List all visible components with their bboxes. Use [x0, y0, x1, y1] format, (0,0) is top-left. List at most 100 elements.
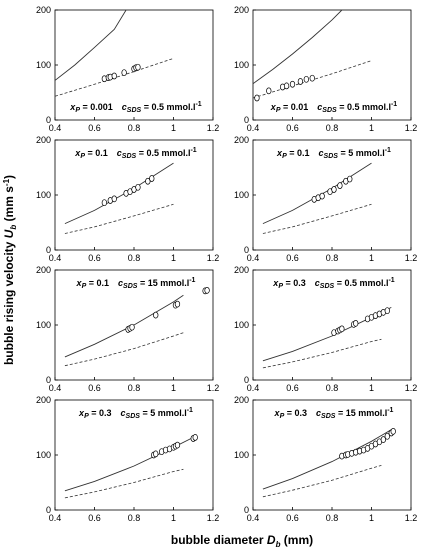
- x-tick-label: 0.4: [49, 253, 62, 263]
- y-tick-label: 200: [36, 265, 51, 275]
- panel-8: 0.4 0.6 0.8 1 1.2 0 100 200 xP = 0.3 cSDS = 15 m…: [234, 395, 417, 523]
- panel-annotation: xP = 0.01 cSDS = 0.5 mmol.l-1: [270, 101, 398, 114]
- panel-3: 0.4 0.6 0.8 1 1.2 0 100 200 xP = 0.1 cSDS = 0.5 …: [36, 135, 219, 263]
- x-tick-label: 1.2: [207, 123, 220, 133]
- y-tick-label: 0: [46, 505, 51, 515]
- annotation-xp-value: = 0.3: [89, 408, 112, 418]
- panel-annotation: xP = 0.1 cSDS = 15 mmol.l-1: [76, 277, 196, 290]
- annotation-csds-value: = 0.5 mmol.l: [141, 102, 195, 112]
- y-axis-label-symbol: U: [2, 229, 16, 238]
- plot-area: [262, 306, 392, 369]
- annotation-csds-symbol: c: [310, 148, 324, 158]
- panel-annotation: xP = 0.1 cSDS = 5 mmol.l-1: [276, 147, 391, 160]
- annotation-xp-symbol: x: [276, 148, 283, 158]
- x-tick-label: 0.4: [49, 123, 62, 133]
- annotation-xp-subscript: P: [278, 283, 283, 290]
- y-axis-label-text: bubble rising velocity: [2, 238, 16, 365]
- y-axis-label-subscript: b: [9, 225, 18, 230]
- data-point: [319, 192, 325, 200]
- data-point: [309, 74, 315, 82]
- data-point: [101, 199, 108, 207]
- y-tick-label: 200: [234, 265, 249, 275]
- data-point: [149, 175, 155, 182]
- plot-area: [64, 162, 174, 234]
- annotation-csds-value: = 15 mmol.l: [137, 278, 189, 288]
- dashed-curve: [64, 203, 174, 234]
- annotation-csds-symbol: c: [108, 148, 122, 158]
- data-point: [303, 75, 309, 83]
- x-tick-label: 0.8: [326, 253, 339, 263]
- y-axis-label-superscript: -1: [2, 178, 11, 186]
- x-tick-label: 0.8: [326, 383, 339, 393]
- plot-area: [262, 162, 372, 234]
- x-tick-label: 0.6: [286, 383, 299, 393]
- y-tick-label: 200: [36, 395, 51, 405]
- annotation-xp-value: = 0.1: [86, 278, 109, 288]
- x-tick-label: 1: [369, 513, 374, 523]
- x-tick-label: 0.8: [128, 123, 141, 133]
- x-axis-label-subscript: b: [276, 540, 281, 549]
- panel-annotation: xP = 0.3 cSDS = 0.5 mmol.l-1: [272, 277, 395, 290]
- x-tick-label: 0.4: [49, 513, 62, 523]
- data-point: [204, 287, 210, 294]
- panel-2: 0.4 0.6 0.8 1 1.2 0 100 200 xP = 0.01 cSDS = 0.5…: [234, 5, 417, 133]
- y-tick-label: 0: [46, 375, 51, 385]
- y-tick-label: 200: [36, 5, 51, 15]
- x-axis-label: bubble diameter Db (mm): [171, 533, 313, 549]
- annotation-xp-value: = 0.001: [80, 102, 113, 112]
- panel-annotation: xP = 0.3 cSDS = 15 mmol.l-1: [274, 407, 394, 420]
- data-point: [266, 87, 272, 95]
- plot-area: [64, 434, 198, 499]
- solid-curve: [55, 10, 127, 81]
- data-point: [111, 195, 117, 203]
- x-axis-label-unit: (mm): [280, 533, 313, 547]
- annotation-csds-subscript: SDS: [123, 283, 138, 290]
- x-tick-label: 1: [171, 383, 176, 393]
- y-tick-label: 100: [36, 60, 51, 70]
- solid-curve: [64, 294, 184, 358]
- x-tick-label: 1.2: [405, 123, 418, 133]
- annotation-csds-value: = 15 mmol.l: [335, 408, 387, 418]
- annotation-xp-value: = 0.01: [280, 102, 308, 112]
- y-tick-label: 100: [234, 60, 249, 70]
- x-tick-label: 0.6: [88, 253, 101, 263]
- y-tick-label: 200: [234, 135, 249, 145]
- data-point: [121, 69, 127, 77]
- annotation-xp-subscript: P: [84, 413, 89, 420]
- annotation-csds-value: = 0.5 mmol.l: [334, 278, 388, 288]
- x-tick-label: 1: [369, 253, 374, 263]
- annotation-csds-symbol: c: [113, 102, 127, 112]
- panel-4: 0.4 0.6 0.8 1 1.2 0 100 200 xP = 0.1 cSDS = 5 mm…: [234, 135, 417, 263]
- x-tick-label: 0.4: [247, 513, 260, 523]
- x-tick-label: 1: [369, 383, 374, 393]
- y-tick-label: 100: [36, 450, 51, 460]
- annotation-xp-value: = 0.3: [283, 278, 306, 288]
- data-point: [339, 325, 345, 333]
- annotation-xp-symbol: x: [272, 278, 279, 288]
- plot-area: [253, 10, 372, 102]
- data-point: [337, 182, 343, 189]
- annotation-csds-value: = 5 mmol.l: [140, 408, 187, 418]
- y-tick-label: 100: [36, 190, 51, 200]
- y-tick-label: 0: [46, 245, 51, 255]
- x-tick-label: 0.8: [128, 253, 141, 263]
- y-tick-label: 100: [234, 320, 249, 330]
- data-point: [174, 441, 181, 449]
- x-tick-label: 1.2: [405, 383, 418, 393]
- solid-curve: [64, 436, 194, 492]
- annotation-xp-symbol: x: [69, 102, 76, 112]
- x-tick-label: 0.6: [286, 513, 299, 523]
- panel-7: 0.4 0.6 0.8 1 1.2 0 100 200 xP = 0.3 cSDS = 5 mm…: [36, 395, 219, 523]
- annotation-csds-symbol: c: [307, 408, 321, 418]
- x-tick-label: 0.6: [88, 123, 101, 133]
- panel-5: 0.4 0.6 0.8 1 1.2 0 100 200 xP = 0.1 cSDS = 15 m…: [36, 265, 219, 393]
- data-point: [283, 82, 290, 90]
- data-point: [384, 432, 390, 440]
- annotation-csds-symbol: c: [109, 278, 123, 288]
- annotation-xp-symbol: x: [76, 278, 83, 288]
- annotation-xp-value: = 0.1: [287, 148, 310, 158]
- y-axis-label: bubble rising velocity Ub (mm s-1): [2, 175, 18, 365]
- annotation-csds-superscript: -1: [391, 101, 397, 108]
- plot-area: [55, 10, 174, 97]
